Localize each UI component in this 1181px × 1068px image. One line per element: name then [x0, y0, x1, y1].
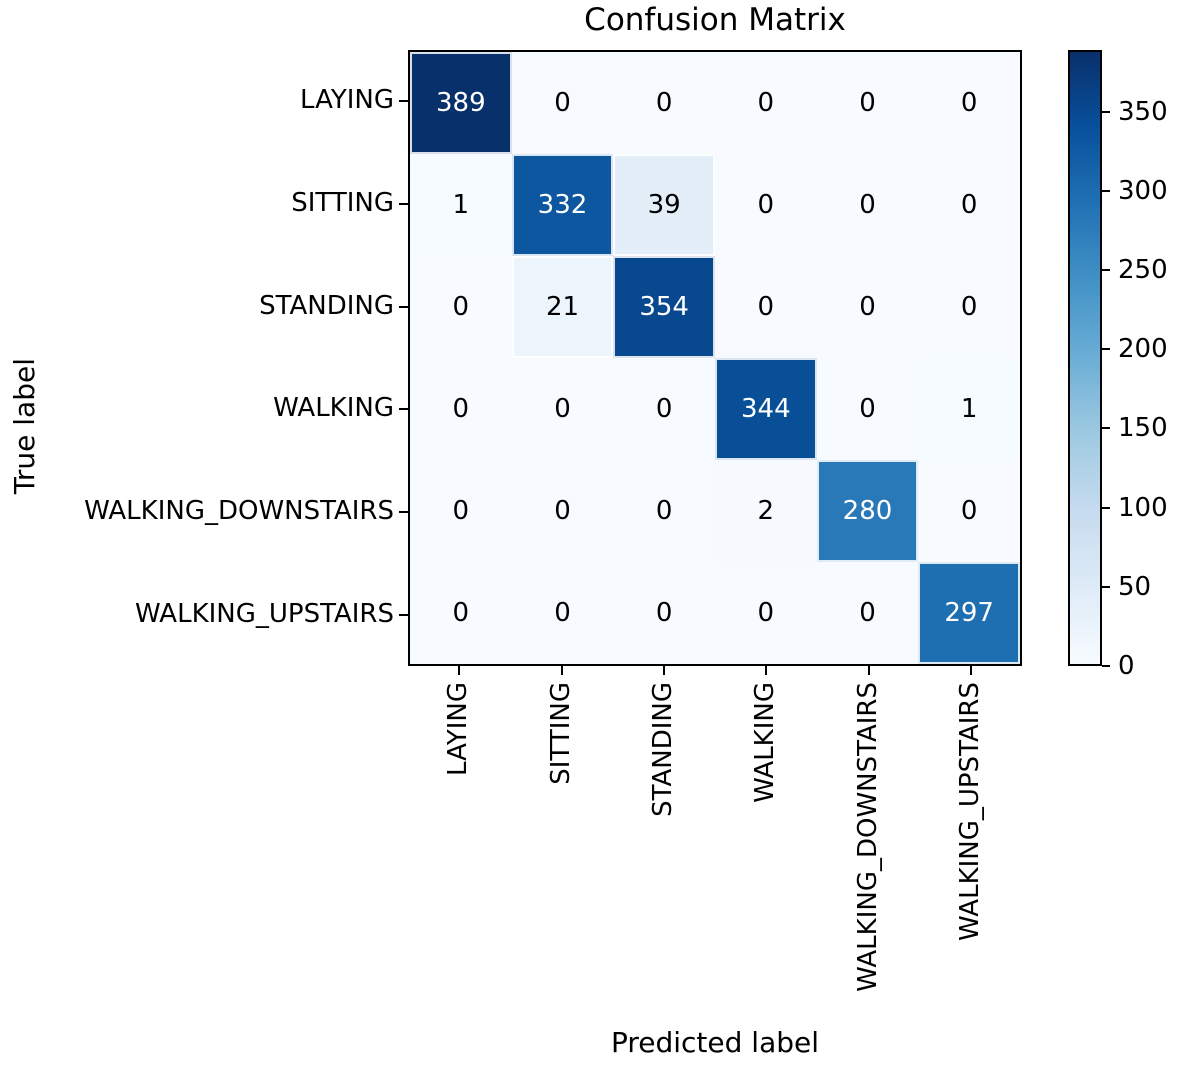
heatmap-cell: 0 — [613, 52, 715, 154]
colorbar-tick-label: 50 — [1118, 571, 1152, 602]
heatmap-cell: 0 — [918, 154, 1020, 256]
y-tick-mark — [399, 408, 408, 411]
heatmap-cell: 332 — [511, 154, 614, 256]
y-tick-label: LAYING — [300, 85, 394, 116]
x-tick-mark — [765, 666, 768, 675]
x-tick-label: LAYING — [443, 682, 474, 776]
heatmap-cell: 2 — [714, 460, 817, 562]
x-tick-mark — [969, 666, 972, 675]
heatmap-cell: 280 — [816, 460, 919, 562]
x-tick-label: WALKING — [750, 682, 781, 803]
heatmap-cell: 0 — [816, 562, 919, 664]
y-tick-label: WALKING_DOWNSTAIRS — [84, 495, 394, 526]
heatmap-cell: 389 — [410, 52, 512, 154]
heatmap-cell: 354 — [613, 256, 715, 358]
heatmap-cell: 344 — [714, 358, 817, 460]
colorbar-tick-label: 250 — [1118, 255, 1168, 286]
heatmap-cell: 0 — [511, 562, 614, 664]
colorbar-tick-mark — [1102, 665, 1110, 667]
colorbar-tick-mark — [1102, 110, 1110, 113]
heatmap-cell: 0 — [511, 52, 614, 154]
heatmap-cell: 297 — [918, 562, 1020, 664]
x-tick-mark — [458, 666, 461, 675]
heatmap-cell: 0 — [816, 52, 919, 154]
colorbar-gradient — [1070, 52, 1100, 664]
y-tick-mark — [399, 511, 408, 513]
colorbar-tick-mark — [1102, 585, 1110, 588]
heatmap-cell: 0 — [714, 52, 817, 154]
heatmap-cell: 21 — [511, 256, 614, 358]
colorbar-tick-mark — [1102, 189, 1110, 192]
x-axis-label: Predicted label — [610, 1026, 820, 1059]
y-tick-mark — [399, 305, 408, 308]
colorbar-tick-label: 200 — [1118, 334, 1168, 365]
heatmap-cell: 0 — [410, 562, 512, 664]
heatmap-cell: 0 — [816, 154, 919, 256]
colorbar-tick-mark — [1102, 348, 1110, 351]
y-tick-mark — [399, 100, 408, 103]
heatmap-cell: 0 — [714, 154, 817, 256]
heatmap-cell: 1 — [918, 358, 1020, 460]
heatmap-cell: 0 — [410, 460, 512, 562]
colorbar-tick-mark — [1102, 506, 1110, 509]
y-tick-label: SITTING — [291, 187, 394, 218]
heatmap-cell: 0 — [613, 358, 715, 460]
x-tick-mark — [867, 666, 870, 675]
heatmap-cell: 1 — [410, 154, 512, 256]
heatmap-cell: 0 — [816, 358, 919, 460]
colorbar-tick-label: 0 — [1118, 651, 1135, 681]
colorbar — [1068, 50, 1102, 666]
x-tick-mark — [560, 666, 563, 675]
heatmap-cell: 0 — [714, 256, 817, 358]
chart-title: Confusion Matrix — [584, 2, 846, 38]
heatmap-cell: 0 — [613, 460, 715, 562]
y-tick-label: WALKING — [273, 393, 394, 424]
heatmap-cell: 0 — [714, 562, 817, 664]
colorbar-tick-label: 300 — [1118, 175, 1168, 206]
y-tick-label: WALKING_UPSTAIRS — [135, 598, 394, 629]
x-tick-mark — [662, 666, 665, 675]
heatmap-cell: 0 — [511, 358, 614, 460]
x-tick-label: WALKING_UPSTAIRS — [954, 682, 985, 941]
heatmap-cell: 0 — [613, 562, 715, 664]
x-tick-label: STANDING — [647, 682, 678, 817]
colorbar-tick-label: 100 — [1118, 492, 1168, 523]
colorbar-tick-label: 150 — [1118, 413, 1168, 444]
y-axis-label: True label — [8, 358, 41, 495]
heatmap-grid: 389 0 0 0 0 0 1 332 39 0 0 0 0 21 354 0 0 0 0 0 0 344 0 1 0 0 0 2 28… — [410, 52, 1020, 664]
heatmap-cell: 0 — [918, 256, 1020, 358]
colorbar-tick-label: 350 — [1118, 96, 1168, 127]
heatmap-cell: 0 — [511, 460, 614, 562]
y-tick-mark — [399, 203, 408, 205]
y-tick-mark — [399, 613, 408, 616]
heatmap-cell: 0 — [816, 256, 919, 358]
y-tick-label: STANDING — [259, 290, 394, 321]
heatmap-cell: 0 — [918, 52, 1020, 154]
heatmap-cell: 0 — [410, 256, 512, 358]
x-tick-label: WALKING_DOWNSTAIRS — [852, 682, 883, 992]
x-tick-label: SITTING — [545, 682, 576, 785]
colorbar-tick-mark — [1102, 269, 1110, 272]
heatmap-cell: 39 — [613, 154, 715, 256]
heatmap-cell: 0 — [410, 358, 512, 460]
colorbar-tick-mark — [1102, 427, 1110, 430]
heatmap-cell: 0 — [918, 460, 1020, 562]
plot-area: 389 0 0 0 0 0 1 332 39 0 0 0 0 21 354 0 0 0 0 0 0 344 0 1 0 0 0 2 28… — [408, 50, 1022, 666]
